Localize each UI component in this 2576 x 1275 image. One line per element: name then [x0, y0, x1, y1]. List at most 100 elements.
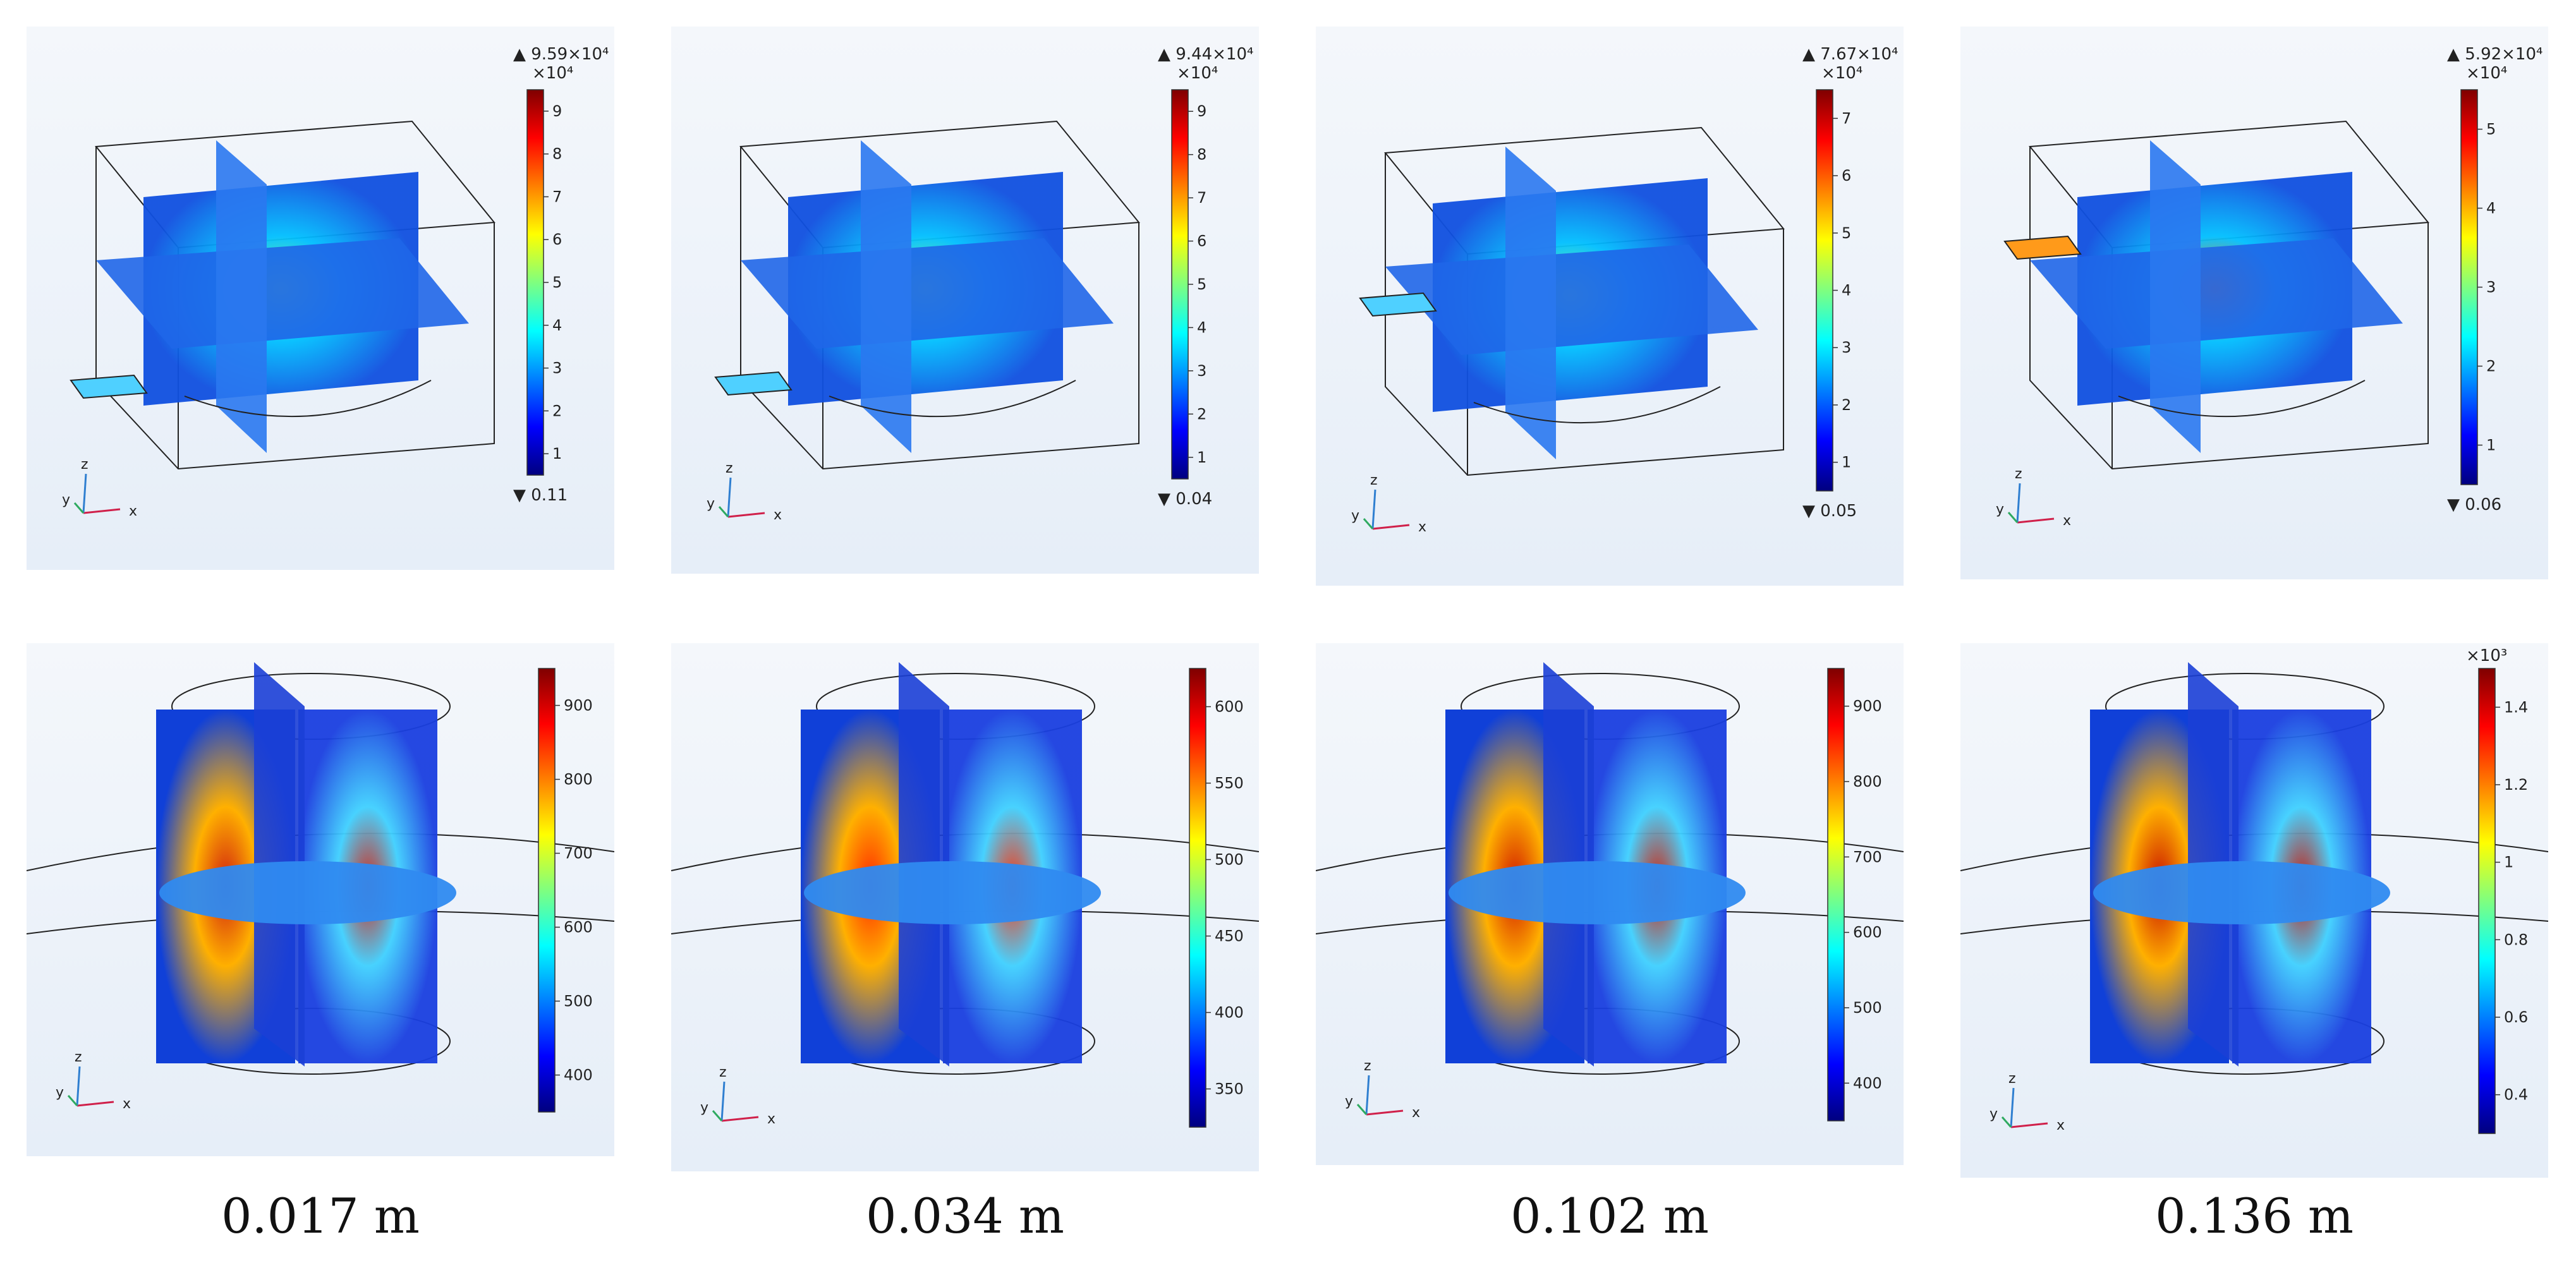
top2-slice-xy: [741, 238, 1114, 349]
bot2-y-axis: [712, 1110, 723, 1121]
bot1-y-axis: [67, 1095, 78, 1106]
bot3-tick-label: 800: [1853, 773, 1882, 790]
top2-turntable-arc: [829, 380, 1076, 418]
top3-min-label: ▼ 0.05: [1802, 502, 1857, 521]
top2-tick-label: 4: [1197, 318, 1206, 336]
top2-min-label: ▼ 0.04: [1158, 490, 1212, 509]
top2-z-axis: [727, 477, 732, 517]
bot2-tick-label: 550: [1215, 775, 1244, 792]
top2-z-label: z: [726, 461, 733, 476]
bot2-z-axis: [720, 1081, 726, 1121]
top1-max-label: ▲ 9.59×10⁴: [513, 45, 609, 64]
bot3-tick-label: 600: [1853, 924, 1882, 941]
bot1-tick-label: 700: [564, 845, 593, 862]
bot3-colorbar: [1827, 668, 1845, 1121]
caption-4: 0.136 m: [2155, 1188, 2354, 1244]
top3-y-label: y: [1351, 508, 1359, 524]
caption-2: 0.034 m: [866, 1188, 1064, 1244]
bot3-x-label: x: [1412, 1105, 1420, 1121]
top1-x-axis: [83, 508, 121, 514]
cylinder-plot-3: 900 800 700 600 500 400 x z y: [1316, 662, 1904, 1121]
bot4-tick-label: 0.8: [2504, 931, 2528, 948]
bottom-panel-1: 900 800 700 600 500 400 x z y: [27, 643, 614, 1156]
bot1-tick-label: 400: [564, 1067, 593, 1084]
bot4-tick-label: 1.2: [2504, 776, 2528, 794]
top1-x-label: x: [129, 504, 137, 519]
bottom-panel-3: 900 800 700 600 500 400 x z y: [1316, 643, 1904, 1165]
top3-tick-label: 4: [1842, 282, 1851, 299]
top2-colorbar: [1171, 89, 1189, 480]
top1-z-axis: [82, 473, 87, 514]
top4-y-axis: [2007, 512, 2019, 523]
top4-x-label: x: [2063, 513, 2071, 529]
top3-slice-xy: [1385, 245, 1758, 355]
bot2-x-axis: [721, 1116, 759, 1122]
top4-inlet-port: [2003, 235, 2082, 260]
top2-tick-label: 9: [1197, 102, 1206, 120]
bot4-tick-label: 1: [2504, 854, 2513, 871]
top4-tick-label: 1: [2486, 437, 2496, 454]
top2-tick-label: 3: [1197, 362, 1206, 380]
top1-tick-label: 8: [552, 145, 562, 163]
top2-tick-label: 7: [1197, 189, 1206, 207]
cylinder-plot-1: 900 800 700 600 500 400 x z y: [27, 662, 614, 1113]
top3-tick-label: 3: [1842, 339, 1851, 356]
top1-colorbar: [526, 89, 544, 476]
top1-tick-label: 7: [552, 188, 562, 205]
top2-slice-yz: [861, 140, 911, 453]
bot2-tick-label: 500: [1215, 851, 1244, 869]
bot4-colorbar: [2478, 668, 2496, 1134]
top4-slice-yz: [2150, 140, 2201, 453]
top2-tick-label: 1: [1197, 449, 1206, 466]
top4-y-label: y: [1996, 502, 2004, 517]
caption-1: 0.017 m: [221, 1188, 420, 1244]
top2-x-label: x: [774, 507, 782, 523]
bot1-slice-disk: [159, 861, 456, 924]
bot1-z-label: z: [75, 1049, 82, 1065]
bot1-tick-label: 900: [564, 697, 593, 715]
bot3-tick-label: 700: [1853, 848, 1882, 866]
bot3-y-axis: [1356, 1104, 1368, 1115]
bot3-tick-label: 400: [1853, 1074, 1882, 1092]
top-panel-2: 9 8 7 6 5 4 3 2 1 ▲ 9.44×10⁴ ×10⁴ ▼ 0.04 x z y: [671, 27, 1259, 574]
bot3-tick-label: 500: [1853, 999, 1882, 1017]
top4-colorbar: [2460, 89, 2478, 485]
bot3-x-axis: [1366, 1109, 1404, 1116]
top1-slice-xy: [96, 238, 469, 349]
bot2-z-label: z: [719, 1065, 727, 1080]
top2-max-label: ▲ 9.44×10⁴: [1158, 45, 1253, 64]
top2-tick-label: 2: [1197, 405, 1206, 423]
bot2-colorbar: [1189, 668, 1206, 1128]
bot1-colorbar: [538, 668, 556, 1113]
bot3-slice-disk: [1449, 861, 1746, 924]
box-plot-2: 9 8 7 6 5 4 3 2 1 ▲ 9.44×10⁴×10⁴ ▼ 0.04 x z y: [707, 45, 1253, 523]
top1-tick-label: 3: [552, 360, 562, 377]
box-plot-4: 5 4 3 2 1 ▲ 5.92×10⁴×10⁴ ▼ 0.06 x z y: [1996, 45, 2543, 529]
top3-tick-label: 2: [1842, 396, 1851, 414]
bot1-tick-label: 500: [564, 993, 593, 1010]
top4-z-axis: [2016, 483, 2021, 523]
top-panel-3: 7 6 5 4 3 2 1 ▲ 7.67×10⁴ ×10⁴ ▼ 0.05 x z y: [1316, 27, 1904, 586]
top1-min-label: ▼ 0.11: [513, 486, 568, 505]
top4-tick-label: 5: [2486, 121, 2496, 138]
top1-tick-label: 9: [552, 102, 562, 120]
top3-exp-label: ×10⁴: [1821, 64, 1862, 83]
bot1-x-axis: [76, 1101, 114, 1107]
bot4-slice-disk: [2093, 861, 2390, 924]
top-panel-4: 5 4 3 2 1 ▲ 5.92×10⁴ ×10⁴ ▼ 0.06 x z y: [1960, 27, 2548, 579]
top1-inlet-port: [70, 374, 148, 399]
bot4-y-axis: [2001, 1116, 2012, 1128]
top4-slice-xy: [2030, 238, 2403, 349]
cylinder-plot-2: 600 550 500 450 400 350 x z y: [671, 662, 1259, 1128]
top2-tick-label: 6: [1197, 233, 1206, 250]
top3-tick-label: 7: [1842, 109, 1851, 127]
top4-z-label: z: [2015, 466, 2022, 482]
bot2-tick-label: 600: [1215, 698, 1244, 716]
bot4-x-label: x: [2057, 1118, 2065, 1133]
top3-max-label: ▲ 7.67×10⁴: [1802, 45, 1898, 64]
bot2-tick-label: 350: [1215, 1080, 1244, 1098]
top3-turntable-arc: [1473, 386, 1721, 424]
cylinder-plot-4: 1.4 1.2 1 0.8 0.6 0.4 ×10³ x z y: [1960, 646, 2548, 1134]
top3-z-axis: [1371, 489, 1376, 529]
top1-z-label: z: [81, 457, 88, 473]
